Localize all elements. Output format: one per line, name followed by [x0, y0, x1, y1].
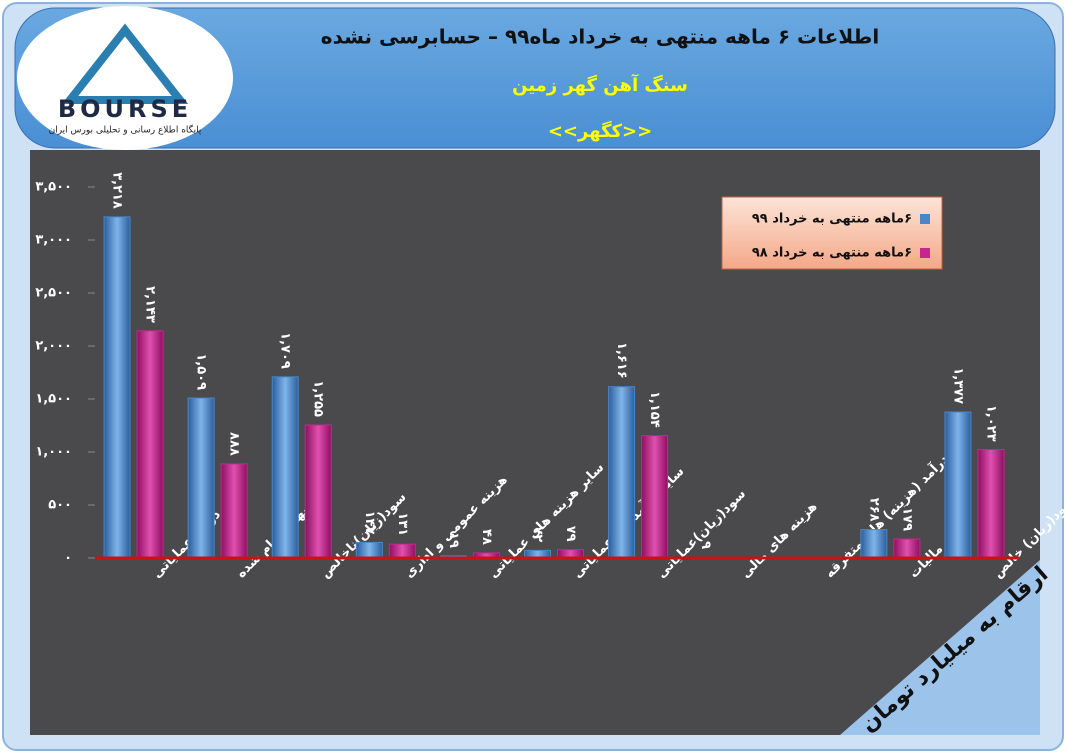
value-label: ۱۳۱: [395, 512, 410, 536]
value-label: ۱,۲۵۵: [311, 380, 326, 417]
bar: [388, 543, 416, 559]
legend-swatch: [920, 214, 930, 224]
annotation-bg: [840, 560, 1040, 735]
legend-label: ۶ماهه منتهی به خرداد ۹۹: [752, 212, 912, 227]
value-label: ۱,۵۰۹: [194, 353, 209, 390]
value-label: ۷۹: [563, 526, 578, 542]
value-label: ۱۴۷: [362, 511, 377, 535]
chart-subtitle: سنگ آهن گهر زمین: [512, 73, 688, 96]
chart-title: اطلاعات ۶ ماهه منتهی به خرداد ماه۹۹ – حس…: [321, 25, 879, 49]
y-tick-label: ۲,۰۰۰: [35, 339, 72, 354]
value-label: ۱۹: [446, 532, 461, 548]
value-label: ۳,۲۱۸: [110, 172, 125, 209]
logo-bg: [17, 6, 233, 150]
value-label: ۱,۱۵۴: [647, 391, 662, 428]
legend-box: [721, 196, 943, 270]
value-label: ۸۸۸: [227, 432, 242, 456]
bar: [860, 529, 888, 559]
value-label: ۲۶۸: [866, 498, 881, 522]
bar: [136, 330, 164, 559]
bar: [893, 538, 921, 559]
value-label: ۱,۶۱۶: [614, 342, 629, 379]
value-label: ۹: [698, 541, 713, 549]
bar: [641, 435, 669, 559]
y-tick-label: ۳,۰۰۰: [35, 233, 72, 248]
value-label: ۱۷۹: [899, 507, 914, 531]
y-tick-label: ۱,۵۰۰: [35, 392, 72, 407]
header: [14, 7, 1056, 149]
y-tick-label: ۰: [64, 551, 72, 566]
legend-label: ۶ماهه منتهی به خرداد ۹۸: [752, 246, 912, 261]
bar: [220, 463, 248, 559]
y-tick-label: ۳,۵۰۰: [35, 180, 72, 195]
bar: [608, 386, 636, 559]
y-tick-label: ۲,۵۰۰: [35, 286, 72, 301]
y-tick-label: ۵۰۰: [48, 498, 72, 513]
y-tick-label: ۱,۰۰۰: [35, 445, 72, 460]
logo-caption: پایگاه اطلاع رسانی و تحلیلی بورس ایران: [49, 124, 202, 136]
value-label: ۷۲: [530, 526, 545, 542]
bar: [944, 411, 972, 559]
value-label: ۴۸: [479, 529, 494, 545]
logo-text: BOURSE: [58, 95, 192, 123]
symbol: <<کگهر>>: [548, 120, 652, 142]
value-label: ۱,۰۲۳: [983, 405, 998, 442]
bar: [187, 397, 215, 559]
value-label: ۱,۷۰۹: [278, 332, 293, 369]
bar: [271, 376, 299, 559]
bar: [103, 216, 131, 559]
bar: [977, 449, 1005, 559]
value-label: ۱,۳۷۷: [950, 367, 965, 404]
legend-swatch: [920, 248, 930, 258]
value-label: ۲,۱۴۳: [143, 286, 158, 323]
bar: [304, 424, 332, 559]
logo-mark: [61, 23, 189, 104]
bar: [355, 541, 383, 559]
